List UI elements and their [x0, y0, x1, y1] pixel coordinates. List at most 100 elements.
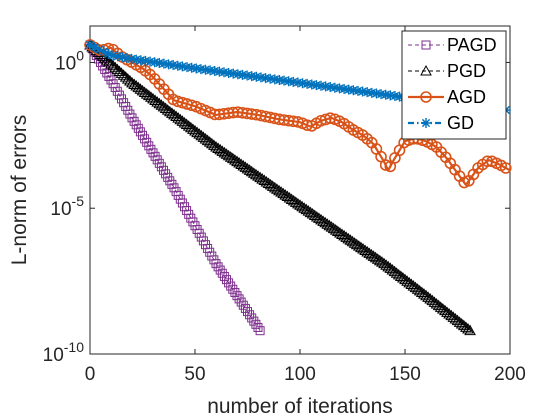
- legend-item-gd: GD: [408, 113, 474, 133]
- data-point-pgd: [415, 286, 428, 297]
- data-point-pgd: [373, 254, 386, 266]
- data-point-pgd: [153, 97, 166, 109]
- data-point-pgd: [285, 193, 298, 204]
- data-point-pgd: [426, 294, 439, 306]
- data-point-pgd: [260, 175, 273, 187]
- legend-label: AGD: [447, 87, 486, 107]
- data-point-pgd: [331, 225, 344, 237]
- data-point-pgd: [216, 145, 229, 156]
- data-point-pgd: [294, 199, 306, 210]
- legend-marker-gd: [421, 118, 431, 128]
- data-point-pgd: [250, 168, 262, 180]
- data-point-pgd: [138, 86, 151, 97]
- data-point-pgd: [403, 276, 416, 288]
- data-point-gd: [117, 52, 128, 63]
- data-point-pgd: [411, 283, 424, 294]
- data-point-pgd: [453, 316, 466, 327]
- data-point-pgd: [310, 210, 323, 222]
- data-point-pgd: [321, 218, 334, 229]
- series-pagd: [85, 40, 265, 336]
- x-tick-label: 0: [85, 364, 96, 385]
- data-point-pgd: [233, 157, 245, 168]
- data-point-pgd: [247, 167, 260, 178]
- data-point-pgd: [243, 164, 256, 175]
- data-point-pgd: [224, 151, 237, 162]
- y-tick-label: 10-5: [50, 193, 84, 220]
- data-point-pgd: [344, 234, 357, 245]
- data-point-pgd: [189, 124, 201, 136]
- data-point-pgd: [109, 61, 122, 73]
- legend-label: PAGD: [447, 35, 497, 55]
- series-agd: [84, 39, 512, 189]
- data-point-pgd: [390, 267, 403, 278]
- data-point-pgd: [323, 219, 336, 231]
- data-point-pgd: [384, 262, 397, 273]
- data-point-pgd: [392, 268, 405, 280]
- data-point-pgd: [407, 280, 420, 291]
- data-point-pgd: [340, 231, 353, 242]
- data-point-pgd: [130, 80, 143, 91]
- data-point-pgd: [346, 235, 359, 247]
- legend-box: [401, 30, 507, 140]
- data-point-pgd: [359, 244, 371, 255]
- data-point-pgd: [184, 121, 197, 133]
- data-point-pgd: [350, 238, 363, 250]
- legend: PAGD PGD AGD GD: [401, 30, 507, 140]
- data-point-pgd: [237, 159, 250, 171]
- data-point-pgd: [222, 149, 235, 161]
- x-tick-label: 200: [494, 364, 526, 385]
- data-point-pgd: [266, 180, 279, 191]
- data-point-pgd: [428, 296, 441, 307]
- data-point-pgd: [338, 229, 350, 241]
- data-point-pgd: [159, 102, 172, 114]
- data-point-pgd: [413, 284, 426, 296]
- legend-marker-pagd: [421, 40, 431, 50]
- data-point-pgd: [271, 183, 283, 194]
- legend-marker-pgd: [420, 64, 432, 76]
- data-point-pgd: [462, 322, 474, 334]
- data-point-pgd: [166, 107, 178, 118]
- data-point-pgd: [149, 94, 161, 105]
- series-markers-pagd: [85, 40, 265, 336]
- data-point-pgd: [394, 270, 407, 281]
- data-point-pgd: [315, 213, 327, 225]
- data-point-pgd: [107, 59, 119, 71]
- data-point-pgd: [245, 165, 258, 177]
- data-point-pgd: [132, 81, 145, 93]
- legend-items: PAGD PGD AGD GD: [408, 35, 497, 133]
- data-point-pgd: [283, 191, 296, 203]
- data-point-pgd: [292, 197, 304, 209]
- data-point-pgd: [422, 291, 434, 302]
- data-point-pgd: [401, 275, 413, 286]
- data-point-pgd: [155, 99, 168, 110]
- data-point-pgd: [128, 78, 140, 89]
- data-point-pgd: [231, 155, 243, 167]
- x-tick-label: 50: [184, 364, 205, 385]
- data-point-pgd: [210, 140, 222, 152]
- data-point-pgd: [262, 177, 275, 188]
- data-point-pgd: [264, 178, 277, 190]
- data-point-pgd: [275, 186, 287, 197]
- y-tick-label: 10-10: [43, 339, 85, 366]
- legend-item-pgd: PGD: [408, 61, 486, 81]
- data-point-pgd: [298, 202, 311, 213]
- data-point-pgd: [357, 243, 369, 254]
- data-point-pgd: [126, 76, 138, 88]
- data-point-pgd: [218, 146, 231, 158]
- data-point-pgd: [161, 104, 174, 115]
- data-point-pgd: [113, 65, 126, 76]
- data-point-pgd: [195, 129, 208, 141]
- data-point-pgd: [436, 302, 449, 314]
- data-point-pgd: [205, 137, 218, 149]
- data-point-pgd: [191, 126, 203, 138]
- data-point-pgd: [168, 108, 180, 120]
- data-point-gd: [85, 39, 95, 50]
- data-point-gd: [108, 50, 119, 61]
- data-point-agd: [499, 162, 512, 174]
- data-point-pgd: [193, 128, 206, 139]
- data-point-pgd: [163, 105, 176, 117]
- data-point-pgd: [432, 299, 445, 311]
- data-point-pgd: [254, 171, 266, 183]
- data-point-pgd: [147, 92, 159, 104]
- data-point-pgd: [256, 173, 269, 184]
